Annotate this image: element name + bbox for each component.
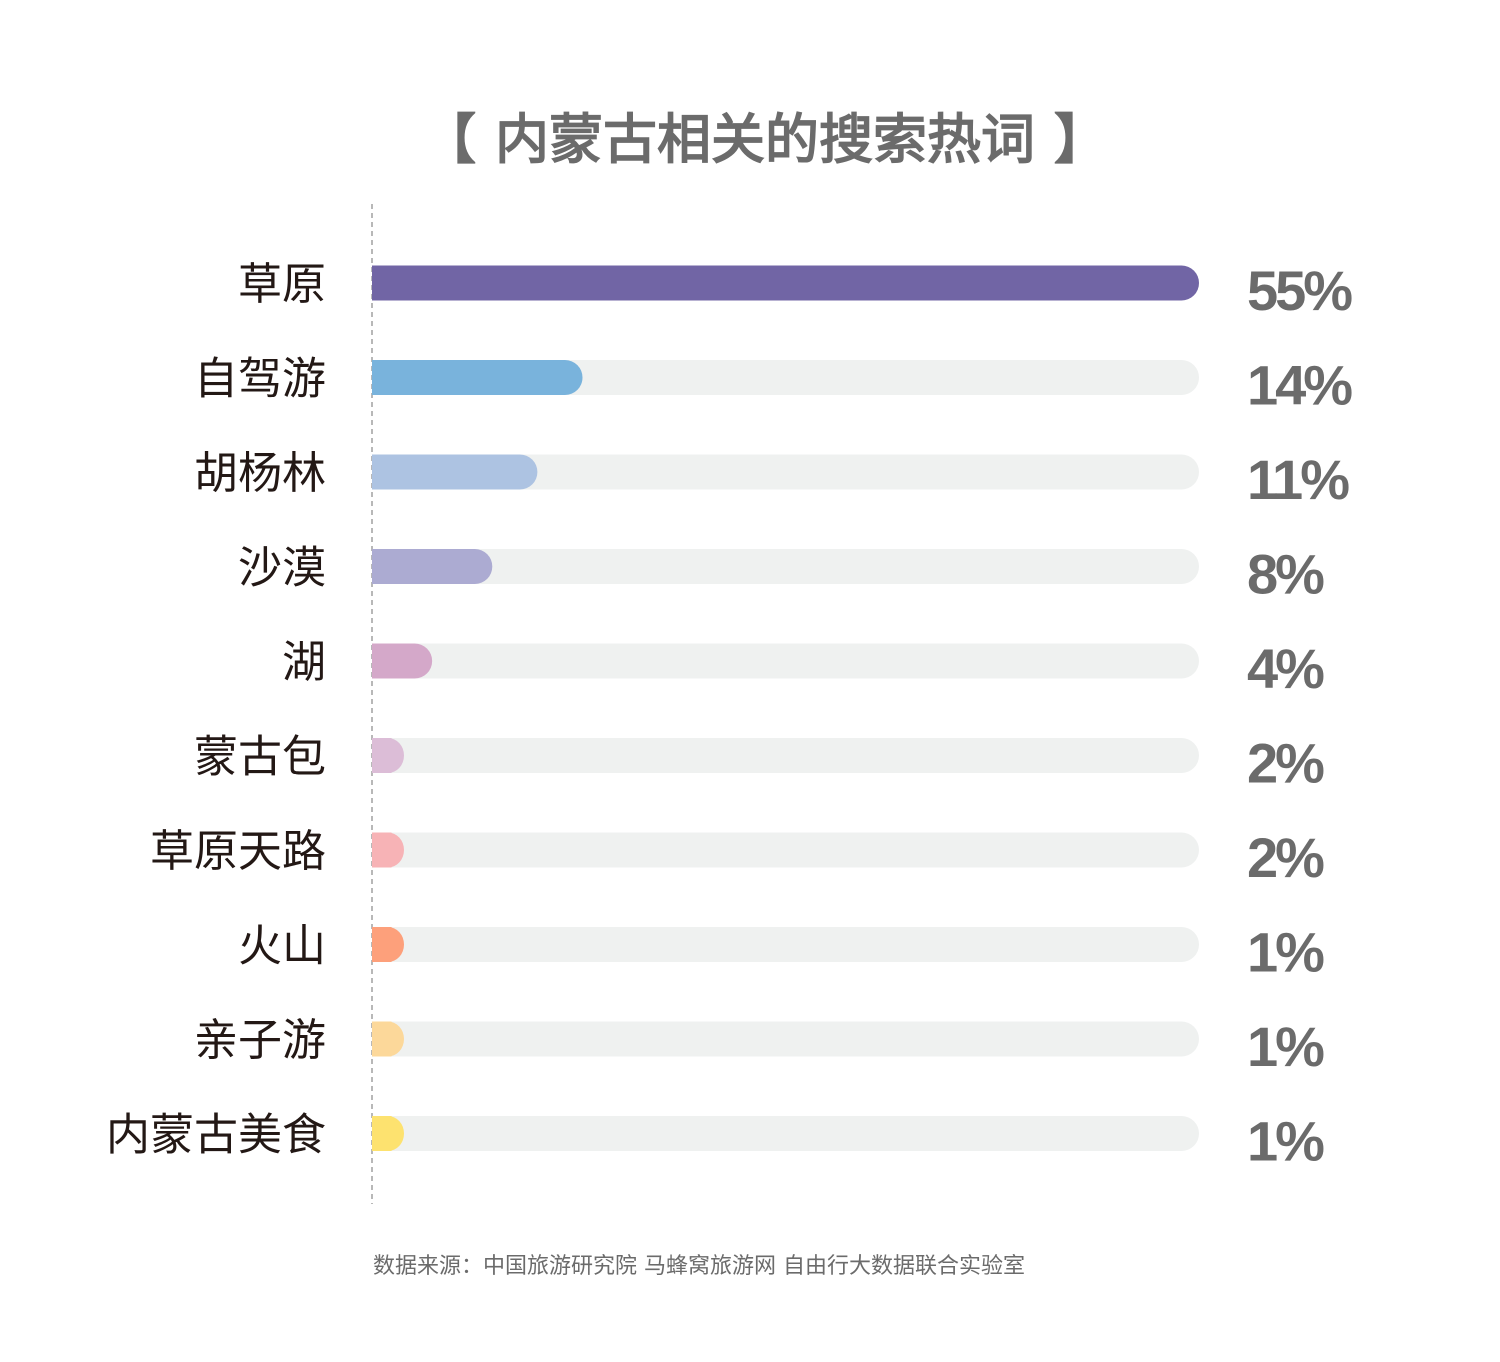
bar-left-edge <box>372 927 392 962</box>
bar-left-edge <box>372 454 392 490</box>
category-label: 草原天路 <box>150 826 326 877</box>
bar-left-edge <box>372 265 392 301</box>
bar-track <box>372 832 1199 868</box>
source-note: 数据来源：中国旅游研究院 马蜂窝旅游网 自由行大数据联合实验室 <box>373 1254 1025 1279</box>
bar-track <box>372 927 1199 962</box>
chart-title: 【 内蒙古相关的搜索热词 】 <box>422 108 1108 171</box>
bar-track <box>372 738 1199 773</box>
bar-left-edge <box>372 549 392 584</box>
value-label: 2% <box>1247 826 1324 889</box>
bar-track <box>372 1116 1199 1151</box>
value-label: 14% <box>1247 354 1352 417</box>
category-label: 火山 <box>238 921 326 972</box>
bar-rows: 草原 55% 自驾游 14% 胡杨林 11% 沙漠 8% 湖 4% 蒙古包 2% 草原天路 2% 火山 1% 亲… <box>106 259 1355 1173</box>
value-label: 4% <box>1247 637 1324 700</box>
value-label: 1% <box>1247 921 1324 984</box>
bar-left-edge <box>372 360 392 395</box>
bar-left-edge <box>372 1116 392 1151</box>
bar-left-edge <box>372 1021 392 1057</box>
bar <box>372 265 1199 301</box>
category-label: 蒙古包 <box>194 732 326 783</box>
value-label: 11% <box>1247 448 1349 511</box>
bar-left-edge <box>372 738 392 773</box>
category-label: 湖 <box>282 637 326 688</box>
bar-track <box>372 643 1199 679</box>
bar-left-edge <box>372 643 392 679</box>
value-label: 8% <box>1247 543 1324 606</box>
category-label: 内蒙古美食 <box>106 1110 326 1161</box>
value-label: 55% <box>1247 259 1352 322</box>
bar-track <box>372 1021 1199 1057</box>
bar <box>372 360 583 395</box>
category-label: 胡杨林 <box>194 448 326 499</box>
category-label: 自驾游 <box>194 354 326 405</box>
bar-left-edge <box>372 832 392 868</box>
value-label: 2% <box>1247 732 1324 795</box>
bar-track <box>372 454 1199 490</box>
bar <box>372 549 493 584</box>
bar <box>372 454 538 490</box>
category-label: 沙漠 <box>238 543 326 594</box>
category-label: 草原 <box>238 259 326 310</box>
category-label: 亲子游 <box>194 1015 326 1066</box>
value-label: 1% <box>1247 1015 1324 1078</box>
value-label: 1% <box>1247 1110 1324 1173</box>
bar-track <box>372 549 1199 584</box>
